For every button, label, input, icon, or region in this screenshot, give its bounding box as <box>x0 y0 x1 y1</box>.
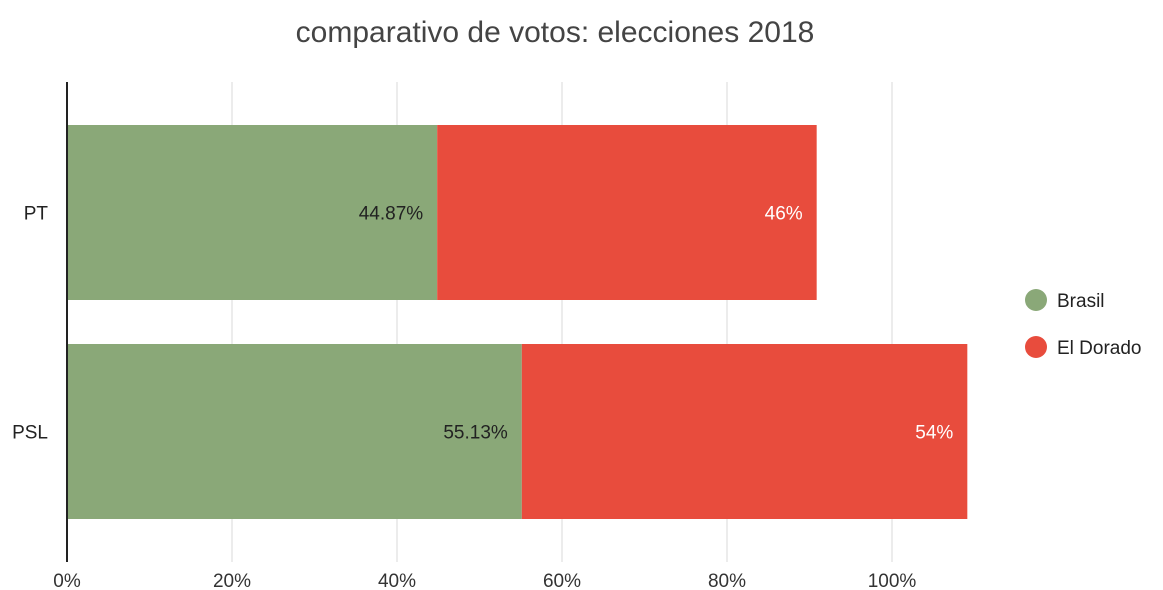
bars: 44.87% 46% 55.13% 54% <box>67 125 968 519</box>
x-tick-label: 20% <box>213 571 251 590</box>
category-labels: PT PSL <box>12 204 48 444</box>
x-tick-label: 40% <box>378 571 416 590</box>
legend: Brasil El Dorado <box>1025 289 1142 359</box>
x-tick-label: 60% <box>543 571 581 590</box>
data-label: 54% <box>915 423 953 444</box>
bar-psl-brasil <box>67 344 522 519</box>
bar-pt-el-dorado <box>437 125 817 300</box>
data-label: 55.13% <box>443 423 508 444</box>
legend-marker-el-dorado <box>1025 336 1047 358</box>
x-tick-labels: 0% 20% 40% 60% 80% 100% <box>53 571 916 590</box>
bar-psl-el-dorado <box>521 344 968 519</box>
chart-title: comparativo de votos: elecciones 2018 <box>296 16 815 49</box>
x-tick-label: 0% <box>53 571 81 590</box>
category-label-pt: PT <box>24 204 49 225</box>
legend-marker-brasil <box>1025 289 1047 311</box>
category-label-psl: PSL <box>12 423 48 444</box>
x-tick-label: 100% <box>868 571 917 590</box>
legend-label: El Dorado <box>1057 338 1142 359</box>
data-label: 46% <box>765 204 803 225</box>
legend-label: Brasil <box>1057 291 1105 312</box>
bar-pt-brasil <box>67 125 438 300</box>
data-label: 44.87% <box>359 204 424 225</box>
x-tick-label: 80% <box>708 571 746 590</box>
